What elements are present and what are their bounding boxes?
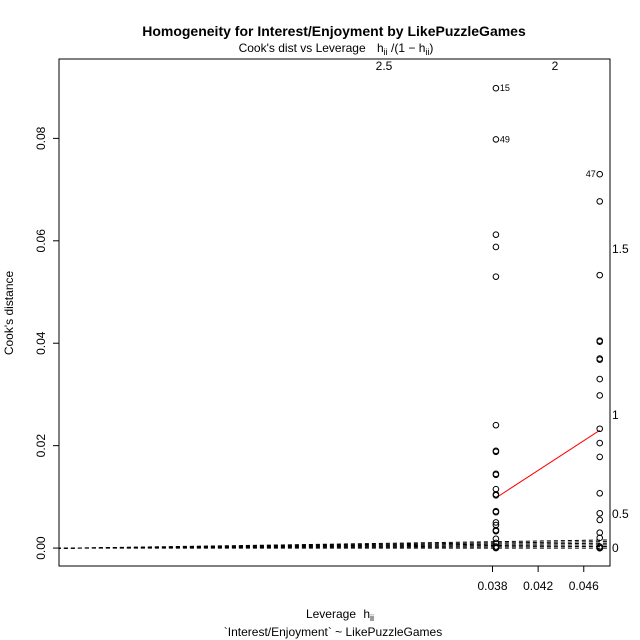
data-point [492, 273, 500, 280]
contour-line-2.5 [59, 539, 610, 549]
data-point [596, 544, 604, 552]
smooth-line [495, 429, 601, 499]
contour-line-2 [59, 541, 610, 549]
subtitle-prefix: Cook's dist vs Leverage [239, 41, 366, 55]
x-tick-label: 0.046 [569, 579, 599, 593]
data-point [492, 448, 500, 456]
chart-subtitle: Cook's dist vs Leverage hii /(1 − hii) [239, 41, 434, 58]
data-point [596, 198, 604, 205]
y-tick-label: 0.06 [34, 229, 48, 253]
contour-label-1: 1 [612, 408, 619, 422]
contour-line-0.5 [59, 545, 610, 549]
data-point [596, 489, 604, 497]
data-point [492, 84, 500, 92]
data-point [492, 231, 500, 238]
y-tick-label: 0.00 [34, 536, 48, 560]
data-point [596, 392, 604, 399]
data-point [492, 492, 500, 499]
y-axis-label: Cook's distance [2, 271, 16, 356]
data-point [492, 243, 500, 251]
contour-label-0.5: 0.5 [612, 507, 629, 521]
data-point [492, 527, 500, 535]
data-point [492, 519, 500, 526]
data-point [492, 471, 500, 479]
x-axis-label: Leverage hii [306, 607, 374, 623]
subtitle-close: ) [429, 41, 433, 55]
chart-caption: `Interest/Enjoyment` ~ LikePuzzleGames [224, 625, 442, 639]
x-tick-label: 0.042 [523, 579, 553, 593]
data-point [596, 356, 604, 363]
data-point [596, 509, 604, 517]
x-label-h: h [363, 607, 370, 621]
data-point [492, 535, 500, 543]
data-point [596, 516, 604, 524]
data-point [596, 338, 604, 345]
cooks-contours [59, 539, 610, 549]
subtitle-ii2: ii [425, 47, 429, 57]
contour-label-1.5: 1.5 [612, 242, 629, 256]
data-point [492, 544, 500, 552]
point-labels: 15 49 47 [500, 83, 596, 179]
chart-titles: Homogeneity for Interest/Enjoyment by Li… [142, 23, 526, 58]
x-label-text: Leverage [306, 607, 356, 621]
data-point [596, 170, 604, 178]
data-point [596, 271, 604, 279]
y-tick-label: 0.04 [34, 331, 48, 355]
x-axis: 0.038 0.042 0.046 [477, 565, 599, 593]
smooth-trend-line [495, 429, 601, 499]
contour-label-0: 0 [612, 541, 619, 555]
point-label-15: 15 [500, 83, 510, 93]
data-point [596, 425, 604, 433]
y-tick-label: 0.08 [34, 126, 48, 150]
subtitle-div: /(1 − [391, 41, 415, 55]
y-tick-label: 0.02 [34, 434, 48, 458]
data-point [596, 375, 604, 383]
chart-title: Homogeneity for Interest/Enjoyment by Li… [142, 23, 526, 39]
point-label-49: 49 [500, 134, 510, 144]
data-point [596, 439, 604, 447]
x-tick-label: 0.038 [477, 579, 507, 593]
contour-label-2.5: 2.5 [376, 59, 393, 73]
data-point [492, 508, 500, 516]
subtitle-h2: h [419, 41, 426, 55]
data-point [596, 453, 604, 461]
subtitle-h: h [377, 41, 384, 55]
contour-labels: 2.5 2 1.5 1 0.5 0 [376, 59, 629, 555]
data-point [492, 421, 500, 429]
x-label-ii: ii [370, 613, 374, 623]
point-label-47: 47 [586, 169, 596, 179]
contour-label-2: 2 [552, 59, 559, 73]
data-points [492, 84, 604, 552]
data-point [596, 534, 604, 542]
data-point [492, 136, 500, 143]
contour-line-1 [59, 544, 610, 549]
contour-line-1.5 [59, 542, 610, 549]
y-axis: 0.00 0.02 0.04 0.06 0.08 [34, 126, 59, 560]
subtitle-ii: ii [384, 47, 388, 57]
plot-frame [58, 58, 611, 567]
